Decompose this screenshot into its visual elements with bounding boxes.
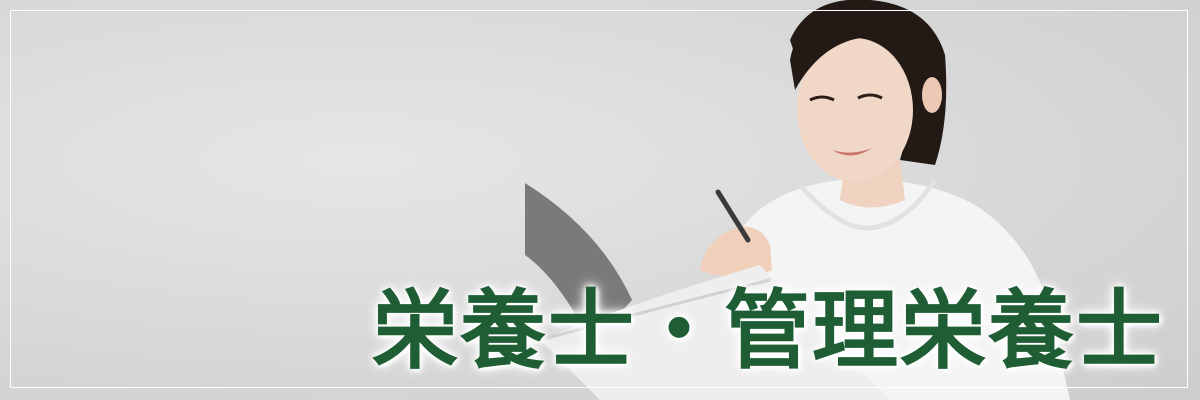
banner-frame [10,10,1188,388]
page-title: 栄養士・管理栄養士 [372,281,1164,381]
